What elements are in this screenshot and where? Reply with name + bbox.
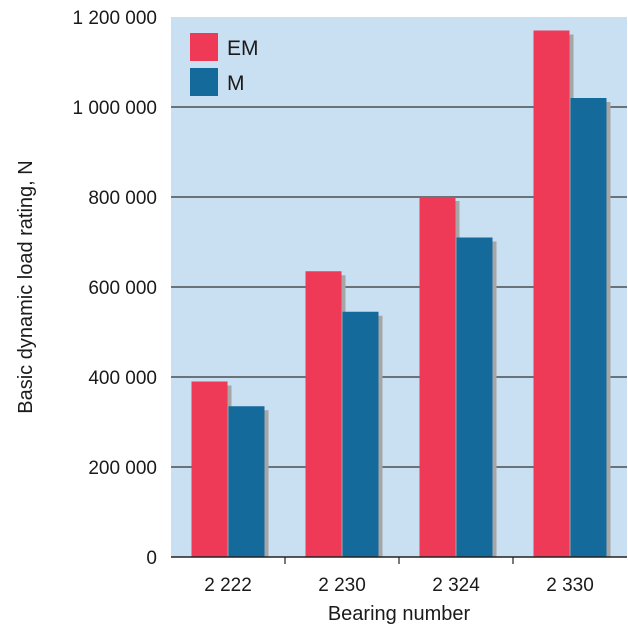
y-tick-label: 1 000 000 [72,98,157,119]
y-tick-label: 200 000 [88,458,157,479]
bar-m [342,311,379,557]
bar-em [419,197,456,557]
legend-label-em: EM [227,37,259,60]
axes: 0 200 000 400 000 600 000 800 000 1 000 000 1 … [72,8,627,596]
y-tick-label: 0 [146,548,157,569]
bar-em [533,30,570,557]
y-axis-label: Basic dynamic load rating, N [15,160,37,413]
y-tick-label: 600 000 [88,278,157,299]
legend-label-m: M [227,72,245,95]
y-tick-label: 800 000 [88,188,157,209]
x-tick-label: 2 222 [204,575,252,596]
bar-m [570,98,607,557]
bars [191,30,611,557]
legend-swatch-em [190,33,218,61]
bar-em [191,381,228,557]
x-tick-label: 2 324 [432,575,480,596]
legend: EM M [190,33,259,96]
y-tick-label: 1 200 000 [72,8,157,29]
bar-em [305,271,342,557]
legend-swatch-m [190,68,218,96]
x-tick-label: 2 330 [546,575,594,596]
y-tick-label: 400 000 [88,368,157,389]
bar-m [456,237,493,557]
bar-m [228,406,265,557]
x-tick-label: 2 230 [318,575,366,596]
x-axis-label: Bearing number [328,603,471,625]
